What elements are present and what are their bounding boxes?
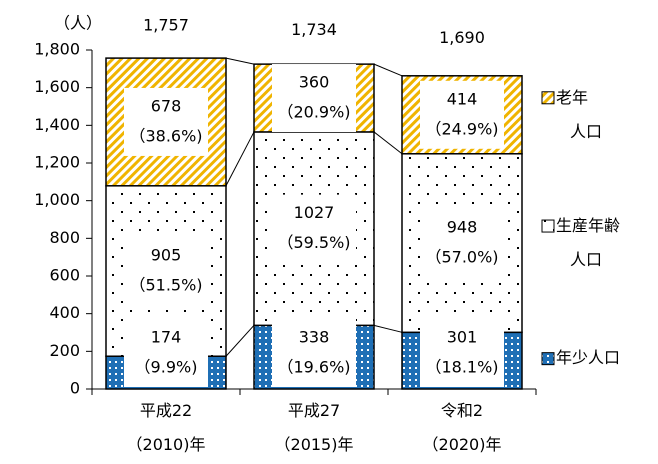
connector-line: [373, 131, 403, 155]
label-box: [420, 80, 504, 149]
label-box: [420, 319, 504, 387]
share-label: （51.5%): [129, 276, 202, 295]
value-label: 301: [447, 328, 478, 347]
connector-line: [225, 325, 255, 357]
label-box: [124, 87, 208, 156]
y-tick-label: 800: [49, 228, 80, 247]
y-tick-label: 0: [70, 379, 80, 398]
share-label: （57.0%): [425, 248, 498, 267]
y-tick-label: 200: [49, 341, 80, 360]
share-label: （24.9%): [425, 119, 498, 138]
y-tick-label: 1,600: [34, 77, 80, 96]
total-label: 1,734: [291, 20, 337, 39]
x-tick-label: 平成27 （2015)年: [275, 401, 354, 454]
legend-label: 老年人口: [556, 87, 602, 140]
share-label: （38.6%): [129, 126, 202, 145]
connector-line: [373, 63, 403, 77]
label-box: [272, 64, 356, 133]
share-label: （9.9%): [135, 358, 198, 377]
value-label: 414: [447, 89, 478, 108]
label-box: [124, 319, 208, 387]
y-tick-label: 1,000: [34, 190, 80, 209]
share-label: （59.5%): [277, 233, 350, 252]
legend-label: 年少人口: [556, 348, 620, 367]
label-box: [272, 319, 356, 387]
y-unit-label: （人）: [54, 14, 102, 33]
legend-swatch: [541, 91, 555, 105]
label-box: [420, 209, 504, 278]
label-box: [272, 194, 356, 263]
legend-swatch: [541, 219, 555, 233]
value-label: 678: [151, 96, 182, 115]
value-label: 338: [299, 328, 330, 347]
share-label: （20.9%): [277, 103, 350, 122]
share-label: （19.6%): [277, 358, 350, 377]
total-label: 1,690: [439, 28, 485, 47]
legend-label: 生産年齢人口: [556, 216, 620, 269]
value-label: 174: [151, 328, 182, 347]
label-box: [124, 237, 208, 306]
connector-line: [373, 324, 403, 333]
value-label: 905: [151, 246, 182, 265]
y-tick-label: 1,400: [34, 115, 80, 134]
share-label: （18.1%): [425, 358, 498, 377]
value-label: 1027: [294, 203, 335, 222]
connector-line: [225, 57, 255, 65]
y-tick-label: 400: [49, 303, 80, 322]
y-tick-label: 1,800: [34, 40, 80, 59]
value-label: 360: [299, 73, 330, 92]
y-tick-label: 600: [49, 266, 80, 285]
connector-line: [225, 131, 255, 187]
x-tick-label: 令和2 （2020)年: [423, 401, 502, 454]
x-tick-label: 平成22 （2010)年: [127, 401, 206, 454]
legend-swatch: [541, 352, 555, 366]
y-tick-label: 1,200: [34, 153, 80, 172]
value-label: 948: [447, 218, 478, 237]
total-label: 1,757: [143, 16, 189, 35]
